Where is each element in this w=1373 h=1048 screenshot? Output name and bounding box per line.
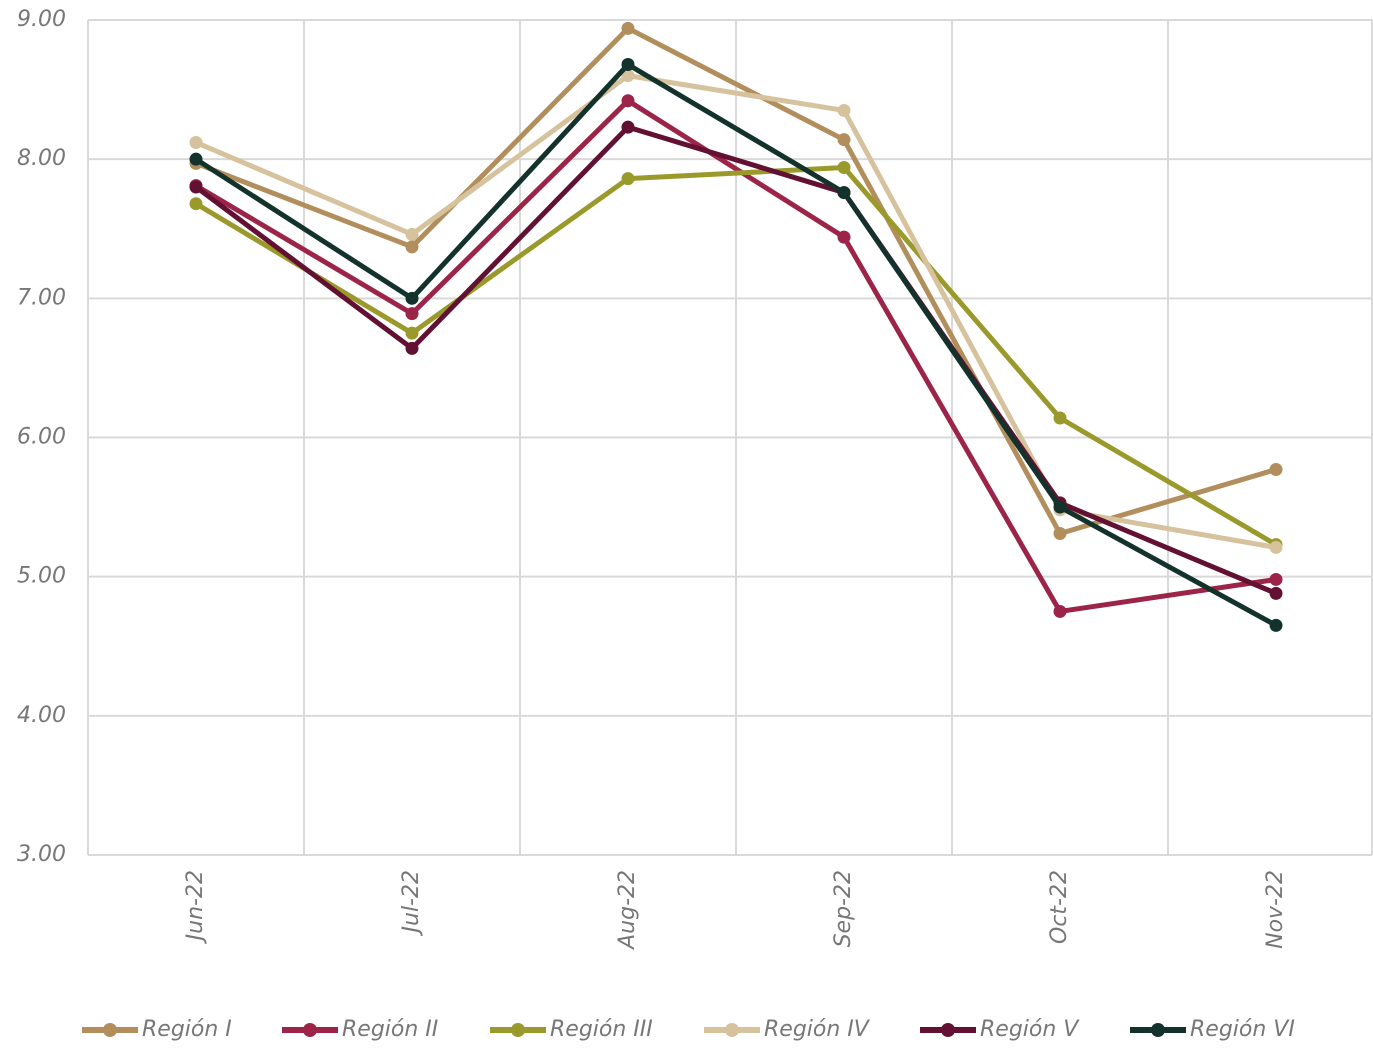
legend-label: Región VI [1190,1017,1295,1042]
point [405,326,419,340]
point [1269,618,1283,632]
x-tick-label: Nov-22 [1263,870,1288,949]
point [1269,463,1283,477]
point [1053,604,1067,618]
legend-marker [511,1023,525,1037]
x-tick-label: Oct-22 [1047,870,1072,944]
x-tick-label: Sep-22 [831,870,856,947]
point [405,341,419,355]
point [621,58,635,72]
series-line [194,124,1277,596]
point [1269,586,1283,600]
series-line [194,98,1277,614]
legend-marker [941,1023,955,1037]
legend-marker [303,1023,317,1037]
y-tick-label: 8.00 [17,146,66,171]
point [189,135,203,149]
y-tick-label: 4.00 [17,703,66,728]
point [405,227,419,241]
point [1053,527,1067,541]
point [405,307,419,321]
x-tick-label: Jun-22 [183,870,208,944]
legend-marker [103,1023,117,1037]
point [621,120,635,134]
point [405,291,419,305]
point [621,94,635,108]
point [189,152,203,166]
x-tick-label: Jul-22 [399,870,424,936]
point [621,172,635,186]
legend-label: Región IV [764,1017,871,1042]
point [621,69,635,83]
y-tick-label: 9.00 [17,7,66,32]
y-tick-label: 3.00 [17,842,66,867]
series-line [194,62,1278,628]
point [189,180,203,194]
y-tick-label: 6.00 [17,425,66,450]
legend-label: Región I [142,1017,232,1042]
legend-marker [725,1023,739,1037]
point [1269,540,1283,554]
legend-label: Región III [550,1017,653,1042]
y-tick-label: 7.00 [17,285,66,310]
point [621,21,635,35]
legend-label: Región II [342,1017,438,1042]
point [189,197,203,211]
point [1053,500,1067,514]
point [1053,411,1067,425]
point [1269,572,1283,586]
x-tick-label: Aug-22 [615,870,640,951]
point [837,230,851,244]
point [837,103,851,117]
y-tick-label: 5.00 [17,564,66,589]
point [837,161,851,175]
point [837,186,851,200]
series-line [195,25,1277,537]
point [405,240,419,254]
point [837,133,851,147]
series-line [194,165,1278,547]
legend-label: Región V [980,1017,1080,1042]
legend-marker [1151,1023,1165,1037]
